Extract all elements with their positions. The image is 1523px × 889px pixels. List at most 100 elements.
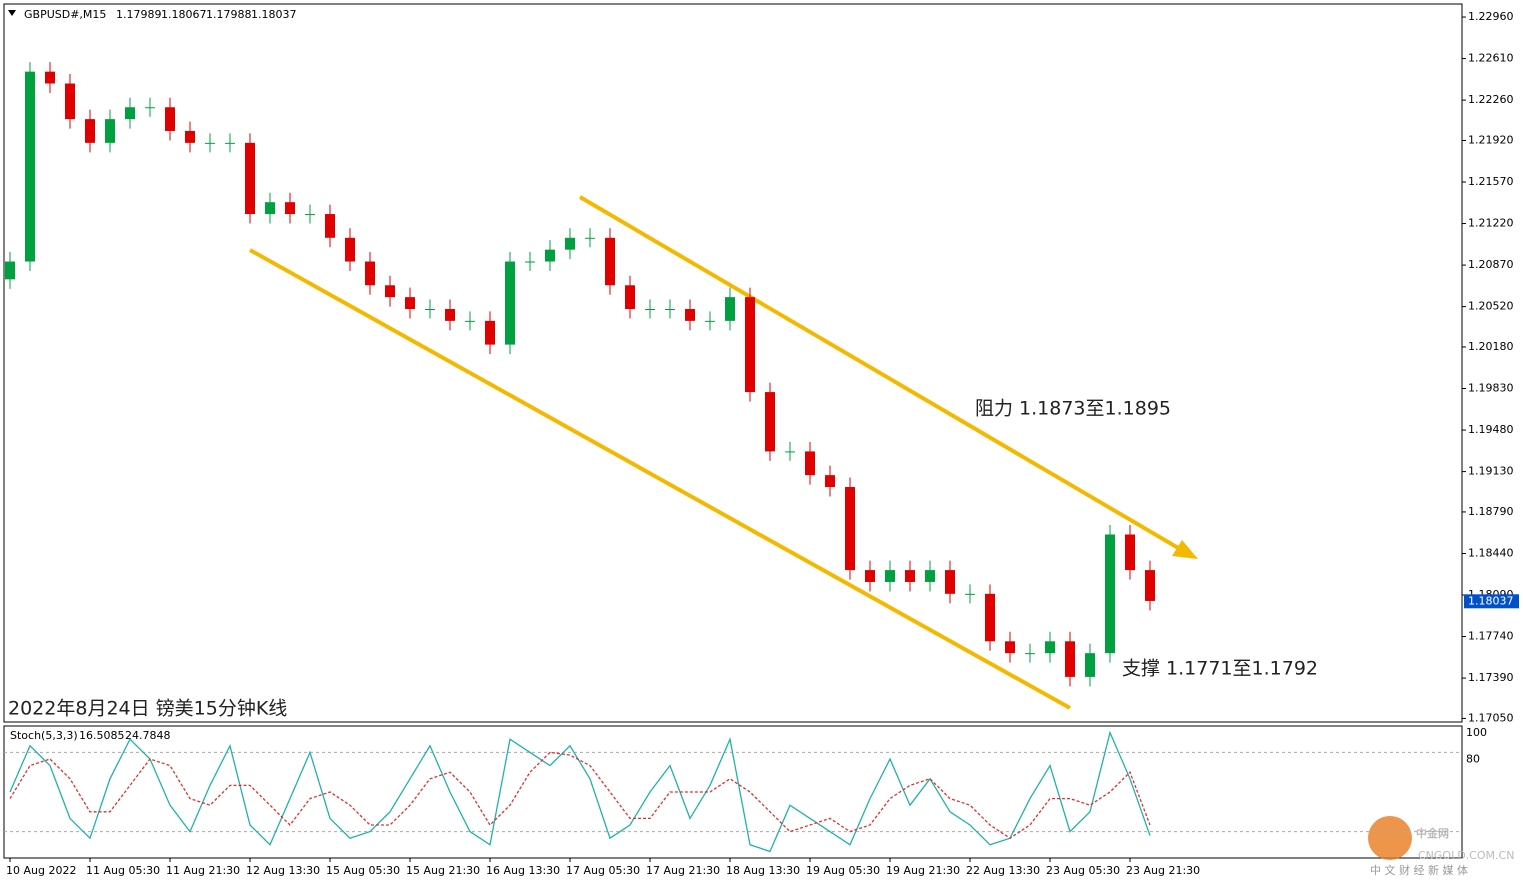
stoch-reading: 24.7848 xyxy=(125,729,171,742)
candle-body xyxy=(905,570,915,582)
candle-body xyxy=(1025,653,1035,655)
x-tick-label: 23 Aug 21:30 xyxy=(1126,864,1200,877)
candle-body xyxy=(565,237,575,250)
candle-body xyxy=(805,451,815,476)
y-tick-label: 1.22960 xyxy=(1468,10,1514,23)
candle-body xyxy=(485,320,495,345)
candle-body xyxy=(605,237,615,286)
y-tick-label: 1.20870 xyxy=(1468,258,1514,271)
candle-body xyxy=(25,71,35,262)
x-tick-label: 23 Aug 05:30 xyxy=(1046,864,1120,877)
stoch-title: Stoch(5,3,3) xyxy=(10,729,78,742)
x-tick-label: 18 Aug 13:30 xyxy=(726,864,800,877)
candle-body xyxy=(685,309,695,321)
stoch-reading: 16.5085 xyxy=(79,729,125,742)
x-tick-label: 17 Aug 21:30 xyxy=(646,864,720,877)
x-tick-label: 19 Aug 21:30 xyxy=(886,864,960,877)
candle-body xyxy=(45,71,55,84)
candle-body xyxy=(205,142,215,144)
logo-icon xyxy=(1368,816,1412,860)
x-tick-label: 10 Aug 2022 xyxy=(6,864,76,877)
candle-body xyxy=(445,309,455,321)
y-tick-label: 1.20520 xyxy=(1468,300,1514,313)
candle-body xyxy=(345,237,355,262)
candle-body xyxy=(1085,653,1095,677)
candle-body xyxy=(425,309,435,311)
y-tick-label: 1.17740 xyxy=(1468,630,1514,643)
candle-body xyxy=(305,214,315,216)
support-line xyxy=(249,248,1071,710)
candle-body xyxy=(845,487,855,571)
x-tick-label: 15 Aug 21:30 xyxy=(406,864,480,877)
arrow-head xyxy=(1172,540,1198,559)
candle-body xyxy=(865,570,875,582)
watermark-site: CNGOLD.COM.CN xyxy=(1418,849,1514,862)
y-tick-label: 1.21570 xyxy=(1468,175,1514,188)
candle-body xyxy=(705,320,715,322)
candle-body xyxy=(785,451,795,453)
candle-body xyxy=(245,142,255,215)
dropdown-icon xyxy=(8,10,16,16)
candle-body xyxy=(105,119,115,143)
candle-body xyxy=(1105,534,1115,654)
candle-body xyxy=(385,285,395,298)
candle-body xyxy=(965,593,975,595)
y-tick-label: 1.18440 xyxy=(1468,546,1514,559)
y-tick-label: 1.18790 xyxy=(1468,505,1514,518)
x-tick-label: 12 Aug 13:30 xyxy=(246,864,320,877)
candle-body xyxy=(545,249,555,262)
candle-body xyxy=(625,285,635,310)
x-tick-label: 15 Aug 05:30 xyxy=(326,864,400,877)
candle-body xyxy=(125,107,135,120)
y-tick-label: 1.22260 xyxy=(1468,93,1514,106)
candle-body xyxy=(825,475,835,488)
candle-body xyxy=(665,309,675,311)
candle-body xyxy=(585,237,595,239)
candle-body xyxy=(225,142,235,144)
candle-body xyxy=(745,297,755,393)
main-frame xyxy=(3,3,1463,723)
y-tick-label: 1.21220 xyxy=(1468,217,1514,230)
y-tick-label: 1.19130 xyxy=(1468,465,1514,478)
candle-body xyxy=(145,107,155,109)
y-tick-label: 1.22610 xyxy=(1468,52,1514,65)
annotation: 阻力 1.1873至1.1895 xyxy=(975,398,1171,420)
stoch-line xyxy=(9,730,1151,853)
annotation: 支撑 1.1771至1.1792 xyxy=(1122,658,1318,680)
ohlc-high: 1.18067 xyxy=(161,8,207,21)
candle-body xyxy=(285,202,295,215)
candle-body xyxy=(265,202,275,215)
candle-body xyxy=(405,297,415,310)
x-tick-label: 11 Aug 21:30 xyxy=(166,864,240,877)
candle-body xyxy=(1065,641,1075,677)
candle-body xyxy=(985,593,995,642)
candle-body xyxy=(465,320,475,322)
ohlc-open: 1.17989 xyxy=(116,8,162,21)
price-tag-label: 1.18037 xyxy=(1468,594,1514,607)
y-tick-label: 1.19830 xyxy=(1468,382,1514,395)
x-tick-label: 22 Aug 13:30 xyxy=(966,864,1040,877)
candle-body xyxy=(165,107,175,131)
chart-title: 2022年8月24日 镑美15分钟K线 xyxy=(8,698,287,720)
candle-body xyxy=(525,261,535,263)
candle-body xyxy=(5,261,15,280)
candle-body xyxy=(185,130,195,143)
y-tick-label: 1.20180 xyxy=(1468,340,1514,353)
candle-body xyxy=(85,119,95,143)
y-tick-label: 1.19480 xyxy=(1468,423,1514,436)
stoch-line xyxy=(9,751,1151,839)
y-tick-label: 1.21920 xyxy=(1468,133,1514,146)
candle-body xyxy=(505,261,515,345)
candle-body xyxy=(725,297,735,321)
candle-body xyxy=(945,570,955,594)
candle-body xyxy=(645,309,655,311)
candle-body xyxy=(1045,641,1055,654)
candle-body xyxy=(65,83,75,120)
candle-body xyxy=(1145,570,1155,601)
candle-body xyxy=(1005,641,1015,654)
resistance-line xyxy=(578,195,1182,551)
ohlc-low: 1.17988 xyxy=(206,8,252,21)
candle-body xyxy=(885,570,895,582)
